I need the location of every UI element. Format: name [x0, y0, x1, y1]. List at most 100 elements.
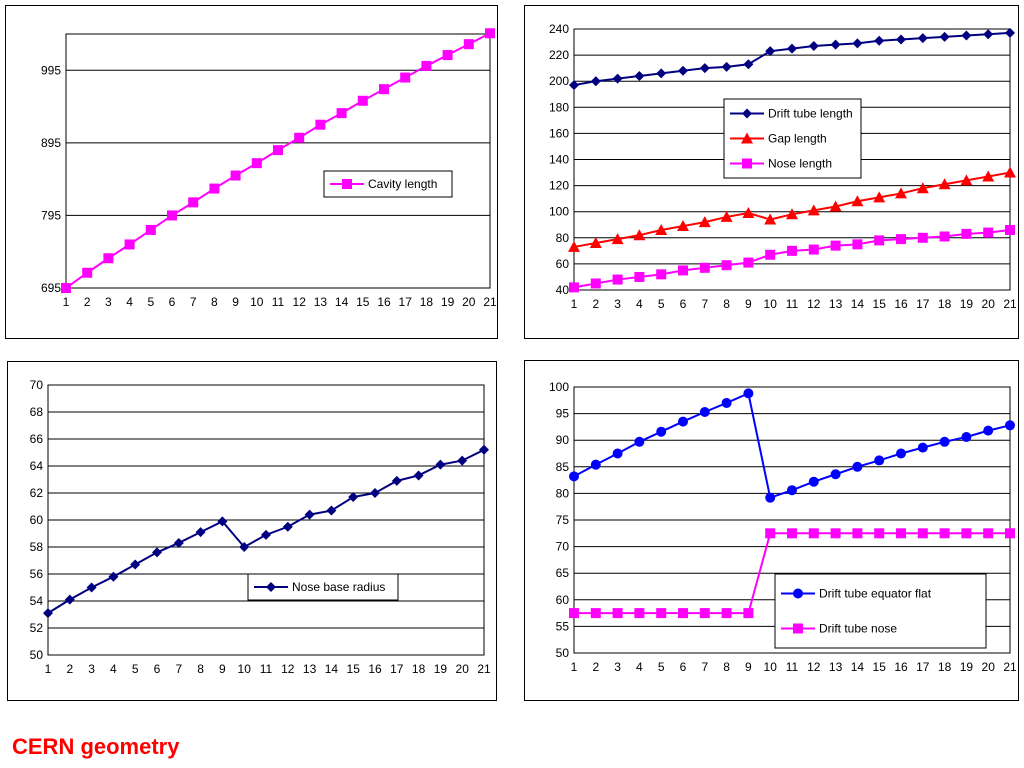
chart-panel-cavity-length: 695 795 895 995 1 2 3 4 5 6 7 8 9 10 11 12 13 14 15 16 17 18 1…: [5, 5, 498, 339]
x-tick-label: 12: [807, 660, 821, 674]
x-tick-label: 5: [132, 662, 139, 676]
plot-area: [65, 33, 491, 289]
data-point: [391, 475, 402, 486]
data-point: [152, 547, 162, 558]
data-point: [743, 59, 754, 70]
series-0: [61, 28, 495, 293]
y-tick-label: 95: [556, 407, 570, 421]
data-point: [896, 448, 906, 459]
data-point: [830, 39, 841, 50]
x-tick-label: 15: [356, 295, 370, 309]
data-point: [294, 132, 305, 143]
x-tick-label: 21: [483, 295, 497, 309]
data-point: [82, 267, 93, 278]
x-tick-label: 14: [335, 295, 349, 309]
legend-label: Nose base radius: [292, 580, 385, 594]
data-point: [874, 528, 885, 539]
x-tick-label: 12: [293, 295, 307, 309]
x-tick-label: 6: [169, 295, 176, 309]
series-1: [569, 528, 1015, 619]
x-tick-label: 18: [938, 660, 952, 674]
data-point: [699, 63, 710, 74]
x-tick-label: 6: [680, 660, 687, 674]
data-point: [983, 425, 994, 436]
x-tick-label: 2: [592, 297, 599, 311]
data-point: [485, 28, 495, 39]
data-point: [348, 492, 359, 503]
data-point: [589, 237, 602, 249]
x-tick-label: 17: [390, 662, 404, 676]
y-tick-label: 70: [556, 540, 570, 554]
data-point: [656, 269, 667, 280]
x-tick-label: 4: [126, 295, 133, 309]
data-point: [829, 200, 842, 212]
data-point: [896, 34, 906, 45]
y-tick-label: 55: [556, 619, 570, 633]
data-point: [611, 233, 624, 245]
y-tick-label: 80: [556, 486, 570, 500]
data-point: [86, 582, 97, 593]
data-point: [357, 95, 368, 106]
legend-label: Drift tube length: [768, 107, 853, 121]
y-tick-label: 140: [549, 153, 569, 167]
x-tick-label: 3: [614, 660, 621, 674]
x-tick-label: 8: [211, 295, 218, 309]
data-point: [917, 528, 928, 539]
x-tick-label: 18: [938, 297, 952, 311]
data-point: [721, 397, 732, 408]
data-point: [961, 228, 972, 239]
data-point: [983, 528, 994, 539]
data-point: [656, 68, 667, 79]
series-0: [569, 27, 1015, 91]
data-point: [961, 30, 972, 41]
y-tick-label: 75: [556, 513, 570, 527]
x-tick-label: 13: [829, 660, 843, 674]
data-point: [852, 461, 863, 472]
data-point: [108, 571, 119, 582]
x-tick-label: 18: [412, 662, 426, 676]
data-point: [612, 448, 623, 459]
y-tick-label: 56: [30, 567, 44, 581]
data-point: [938, 178, 951, 190]
data-point: [721, 608, 732, 619]
data-point: [896, 234, 906, 245]
x-tick-label: 17: [399, 295, 413, 309]
x-tick-label: 16: [894, 297, 908, 311]
data-point: [874, 455, 885, 466]
legend-marker: [266, 582, 276, 592]
legend-marker: [742, 158, 752, 169]
legend: Drift tube equator flat Drift tube nose: [774, 573, 987, 649]
legend: Drift tube length Gap length Nose length: [723, 98, 862, 179]
x-tick-label: 2: [592, 660, 599, 674]
data-point: [851, 195, 864, 207]
x-tick-label: 14: [851, 297, 865, 311]
data-point: [743, 388, 754, 399]
data-point: [1005, 528, 1015, 539]
y-tick-label: 200: [549, 74, 569, 88]
data-point: [167, 210, 177, 221]
data-point: [787, 245, 797, 256]
legend-label: Nose length: [768, 157, 832, 171]
y-tick-label: 100: [549, 380, 569, 394]
legend: Nose base radius: [247, 573, 399, 601]
legend-box: [774, 573, 987, 649]
data-point: [808, 528, 819, 539]
data-point: [787, 528, 797, 539]
data-point: [634, 271, 645, 282]
y-tick-label: 50: [30, 648, 44, 662]
data-point: [982, 170, 995, 182]
data-point: [590, 278, 601, 289]
x-tick-label: 10: [250, 295, 264, 309]
legend-marker: [741, 132, 753, 144]
data-point: [145, 224, 156, 235]
data-point: [413, 470, 424, 481]
data-point: [442, 50, 453, 61]
x-tick-label: 14: [325, 662, 339, 676]
data-point: [896, 528, 906, 539]
data-point: [251, 158, 262, 169]
y-tick-label: 100: [549, 205, 569, 219]
data-point: [370, 488, 380, 498]
data-point: [874, 35, 885, 46]
y-tick-label: 50: [556, 646, 570, 660]
